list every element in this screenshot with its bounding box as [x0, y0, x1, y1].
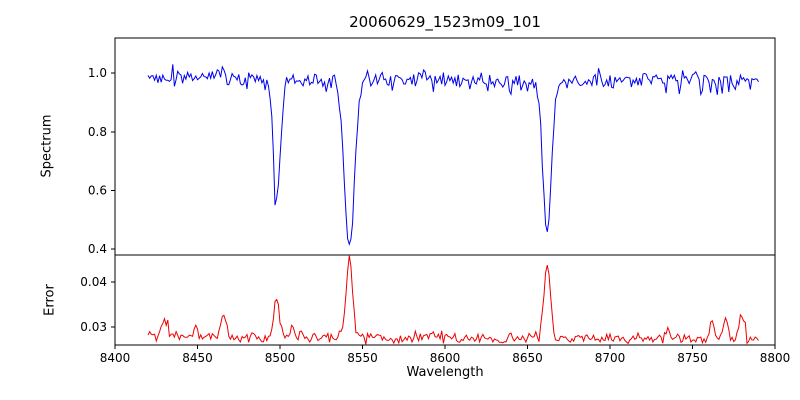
error-line — [147, 255, 759, 345]
x-tick-label: 8750 — [677, 351, 708, 365]
x-tick-label: 8650 — [512, 351, 543, 365]
chart-title: 20060629_1523m09_101 — [349, 13, 541, 31]
x-tick-label: 8500 — [265, 351, 296, 365]
y-tick-label: 0.8 — [88, 125, 107, 139]
y-tick-label: 0.4 — [88, 242, 107, 256]
y-tick-label: 1.0 — [88, 66, 107, 80]
y-tick-label: 0.03 — [80, 320, 107, 334]
x-tick-label: 8800 — [760, 351, 791, 365]
x-tick-label: 8600 — [430, 351, 461, 365]
x-axis-label: Wavelength — [406, 365, 484, 380]
spectrum-panel-border — [114, 37, 776, 256]
error-panel-border — [114, 254, 776, 346]
spectrum-line — [147, 64, 759, 246]
x-tick-label: 8450 — [182, 351, 213, 365]
x-tick-label: 8700 — [595, 351, 626, 365]
x-tick-label: 8550 — [347, 351, 378, 365]
y-tick-label: 0.04 — [80, 275, 107, 289]
x-tick-label: 8400 — [100, 351, 131, 365]
y-tick-label: 0.6 — [88, 183, 107, 197]
